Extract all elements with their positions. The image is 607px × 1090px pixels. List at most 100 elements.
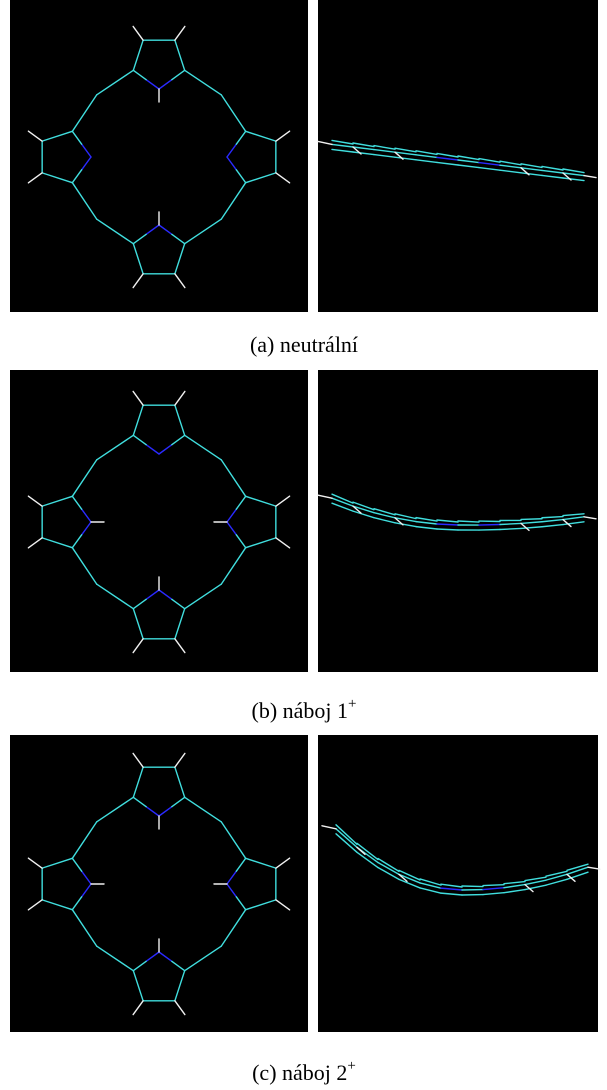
side-bond bbox=[545, 873, 568, 881]
side-bond bbox=[377, 861, 400, 876]
bond bbox=[71, 857, 83, 872]
side-bond bbox=[398, 873, 421, 884]
side-bond bbox=[503, 883, 526, 889]
side-bond bbox=[520, 167, 543, 172]
bond bbox=[145, 589, 160, 601]
bond bbox=[183, 583, 222, 610]
bond bbox=[132, 69, 147, 81]
bond bbox=[96, 218, 135, 245]
side-bond bbox=[499, 527, 522, 531]
bond bbox=[132, 242, 144, 275]
hydrogen-bond bbox=[132, 638, 144, 654]
bond bbox=[174, 39, 186, 72]
bond bbox=[80, 156, 92, 171]
side-bond bbox=[331, 502, 354, 512]
bond bbox=[171, 434, 186, 446]
caption: (b) náboj 1+ bbox=[252, 696, 357, 723]
bond bbox=[226, 143, 238, 158]
bond bbox=[235, 169, 247, 184]
side-bond bbox=[373, 148, 396, 153]
side-bond bbox=[457, 155, 480, 161]
bond bbox=[220, 94, 247, 133]
bond bbox=[226, 508, 238, 523]
side-hydrogen bbox=[356, 846, 366, 856]
bond bbox=[71, 130, 83, 145]
hydrogen-bond bbox=[27, 537, 43, 549]
bond bbox=[174, 242, 186, 275]
side-bond bbox=[524, 876, 547, 882]
hydrogen-bond bbox=[132, 390, 144, 406]
side-bond bbox=[352, 505, 375, 514]
hydrogen-bond bbox=[275, 899, 291, 911]
side-bond bbox=[415, 525, 438, 530]
side-bond bbox=[440, 892, 463, 896]
bond bbox=[244, 537, 277, 549]
side-bond bbox=[541, 169, 564, 174]
caption-text: (c) náboj 2 bbox=[252, 1060, 347, 1085]
side-bond bbox=[394, 156, 417, 161]
side-bond bbox=[331, 139, 354, 145]
bond bbox=[171, 233, 186, 245]
side-bond bbox=[335, 828, 358, 849]
bond bbox=[158, 443, 173, 455]
bond bbox=[235, 130, 247, 145]
side-bond bbox=[562, 172, 585, 177]
side-bond bbox=[373, 511, 396, 519]
side-bond bbox=[482, 892, 505, 896]
side-bond bbox=[520, 526, 543, 530]
bond bbox=[158, 805, 173, 817]
side-hydrogen bbox=[562, 172, 572, 181]
side-hydrogen bbox=[562, 518, 572, 528]
hydrogen-bond bbox=[174, 752, 186, 768]
side-hydrogen bbox=[566, 873, 576, 883]
bond bbox=[145, 951, 160, 963]
side-bond bbox=[436, 523, 459, 526]
side-bond bbox=[331, 143, 354, 148]
bond bbox=[80, 883, 92, 898]
side-view-panel bbox=[318, 735, 598, 1032]
side-bond bbox=[331, 497, 354, 507]
bond bbox=[132, 969, 144, 1002]
side-bond bbox=[478, 528, 501, 531]
bond bbox=[171, 598, 186, 610]
bond bbox=[158, 78, 173, 90]
side-bond bbox=[541, 518, 564, 523]
bond bbox=[96, 434, 135, 461]
side-bond bbox=[352, 146, 375, 151]
bond bbox=[80, 143, 92, 158]
side-hydrogen bbox=[352, 505, 362, 514]
hydrogen-bond bbox=[174, 273, 186, 289]
side-bond bbox=[457, 520, 480, 523]
hydrogen-bond bbox=[174, 25, 186, 41]
bond bbox=[183, 945, 222, 972]
caption-superscript: + bbox=[347, 1058, 355, 1074]
side-bond bbox=[524, 879, 547, 886]
hydrogen-bond bbox=[275, 172, 291, 184]
side-bond bbox=[436, 156, 459, 161]
side-bond bbox=[436, 152, 459, 158]
side-bond bbox=[373, 144, 396, 150]
hydrogen-bond bbox=[275, 857, 291, 869]
bond bbox=[174, 969, 186, 1002]
bond bbox=[132, 434, 147, 446]
bond bbox=[174, 607, 186, 640]
bond bbox=[96, 583, 135, 610]
bond bbox=[244, 130, 277, 142]
bond bbox=[132, 404, 144, 437]
side-bond bbox=[503, 888, 526, 894]
side-bond bbox=[394, 517, 417, 523]
side-bond bbox=[482, 887, 505, 891]
bond bbox=[96, 945, 135, 972]
hydrogen-bond bbox=[174, 1000, 186, 1016]
bond bbox=[71, 908, 98, 947]
side-bond bbox=[478, 166, 501, 171]
side-bond bbox=[415, 150, 438, 156]
bond bbox=[220, 821, 247, 860]
side-bond bbox=[335, 824, 358, 846]
side-bond bbox=[394, 513, 417, 520]
bond bbox=[235, 857, 247, 872]
side-hydrogen bbox=[587, 866, 601, 870]
side-bond bbox=[419, 887, 442, 894]
